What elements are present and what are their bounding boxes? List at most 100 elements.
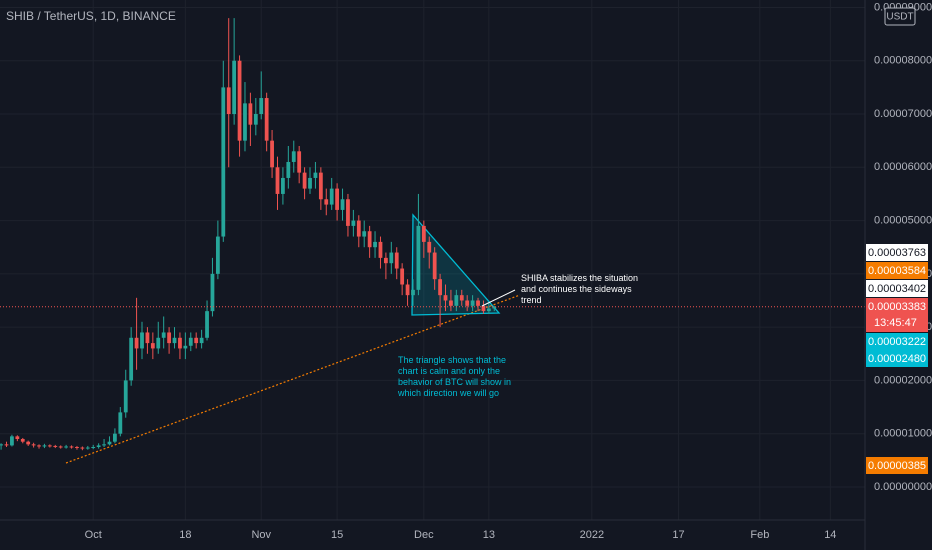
x-tick-label: 17 (672, 529, 684, 541)
price-badge (866, 333, 928, 350)
candle-body (205, 311, 209, 338)
candle-body (75, 447, 79, 449)
candle-body (145, 332, 150, 344)
candle-body (107, 441, 112, 445)
price-badge (866, 244, 928, 261)
candle-body (178, 337, 182, 349)
candle-body (275, 167, 280, 194)
candle-body (492, 306, 497, 309)
candle-body (37, 445, 41, 447)
candle-body (183, 345, 188, 349)
candle-body (411, 289, 415, 296)
price-badge-label: 0.00003584 (868, 265, 926, 277)
candle-body (324, 199, 329, 205)
candle-body (199, 337, 204, 344)
x-tick-label: Feb (750, 529, 769, 541)
candle-body (356, 220, 361, 237)
candle-body (302, 172, 307, 189)
y-tick-label: 0.00008000 (874, 55, 932, 67)
x-tick-label: Dec (414, 529, 434, 541)
candle-body (362, 231, 367, 237)
y-tick-label: 0.00001000 (874, 428, 932, 440)
candle-body (194, 337, 199, 344)
candle-body (210, 273, 215, 312)
candle-body (102, 444, 106, 446)
candle-body (470, 300, 475, 306)
currency-box[interactable] (884, 7, 916, 26)
candle-body (10, 436, 14, 446)
candle-body (281, 177, 285, 194)
candle-body (232, 60, 237, 115)
candle-body (286, 161, 291, 178)
candle-body (26, 441, 31, 445)
candle-body (129, 337, 134, 381)
price-badge-label: 0.00000385 (868, 460, 926, 472)
x-tick-label: 18 (179, 529, 191, 541)
candle-body (96, 445, 101, 448)
candle-body (421, 225, 426, 242)
countdown: 13:45:47 (874, 317, 917, 329)
annotation-text: The triangle shows that the chart is cal… (398, 355, 512, 398)
candle-body (394, 252, 399, 269)
x-tick-label: 14 (824, 529, 836, 541)
candle-body (443, 295, 448, 301)
price-badge-label: 0.00003222 (868, 336, 926, 348)
candle-body (400, 268, 405, 285)
candle-body (0, 444, 3, 446)
candle-body (85, 447, 90, 449)
candle-body (383, 257, 388, 264)
candle-body (481, 305, 486, 312)
price-badge (866, 298, 928, 332)
candle-body (318, 172, 323, 200)
candle-body (259, 98, 264, 115)
candle-body (134, 337, 139, 349)
triangle-drawing (411, 213, 501, 316)
candle-body (161, 332, 166, 338)
candle-body (486, 308, 491, 312)
candle-body (58, 446, 63, 448)
candle-body (378, 241, 383, 258)
candle-body (297, 151, 302, 173)
candle-body (291, 151, 296, 162)
x-tick-label: Nov (251, 529, 271, 541)
y-tick-label: 0.00005000 (874, 214, 932, 226)
price-badge (866, 262, 928, 279)
candle-body (416, 225, 421, 290)
price-badge-label: 0.00003402 (868, 283, 926, 295)
trend-line (65, 294, 521, 464)
candle-body (221, 87, 226, 237)
x-tick-label: 15 (331, 529, 343, 541)
candle-body (140, 332, 144, 349)
candle-body (248, 103, 253, 125)
annotation-pointer (481, 289, 516, 307)
candle-body (4, 444, 9, 446)
candle-body (335, 188, 340, 210)
candle-body (405, 284, 410, 296)
candle-body (367, 231, 372, 248)
candle-body (118, 412, 123, 434)
x-tick-label: 2022 (580, 529, 604, 541)
price-badge-label: 0.00002480 (868, 353, 926, 365)
candle-body (64, 446, 69, 448)
candle-body (215, 236, 220, 274)
candle-body (313, 172, 318, 178)
candle-body (346, 199, 350, 226)
price-badge-label: 0.00003763 (868, 247, 926, 259)
candle-body (53, 445, 58, 447)
candle-body (113, 433, 117, 442)
candle-body (308, 177, 312, 189)
annotation-text: SHIBA stabilizes the situation and conti… (521, 273, 639, 305)
candle-body (47, 445, 52, 447)
candle-body (329, 188, 334, 205)
candle-body (31, 444, 36, 446)
price-badge (866, 280, 928, 297)
x-tick-label: 13 (483, 529, 495, 541)
price-badge (866, 350, 928, 367)
candle-body (465, 300, 470, 306)
chart-title: SHIB / TetherUS, 1D, BINANCE (6, 9, 176, 23)
candle-body (427, 241, 432, 253)
y-tick-label: 0.00007000 (874, 108, 932, 120)
candle-body (438, 279, 442, 296)
price-badge-label: 0.00003383 (868, 301, 926, 313)
